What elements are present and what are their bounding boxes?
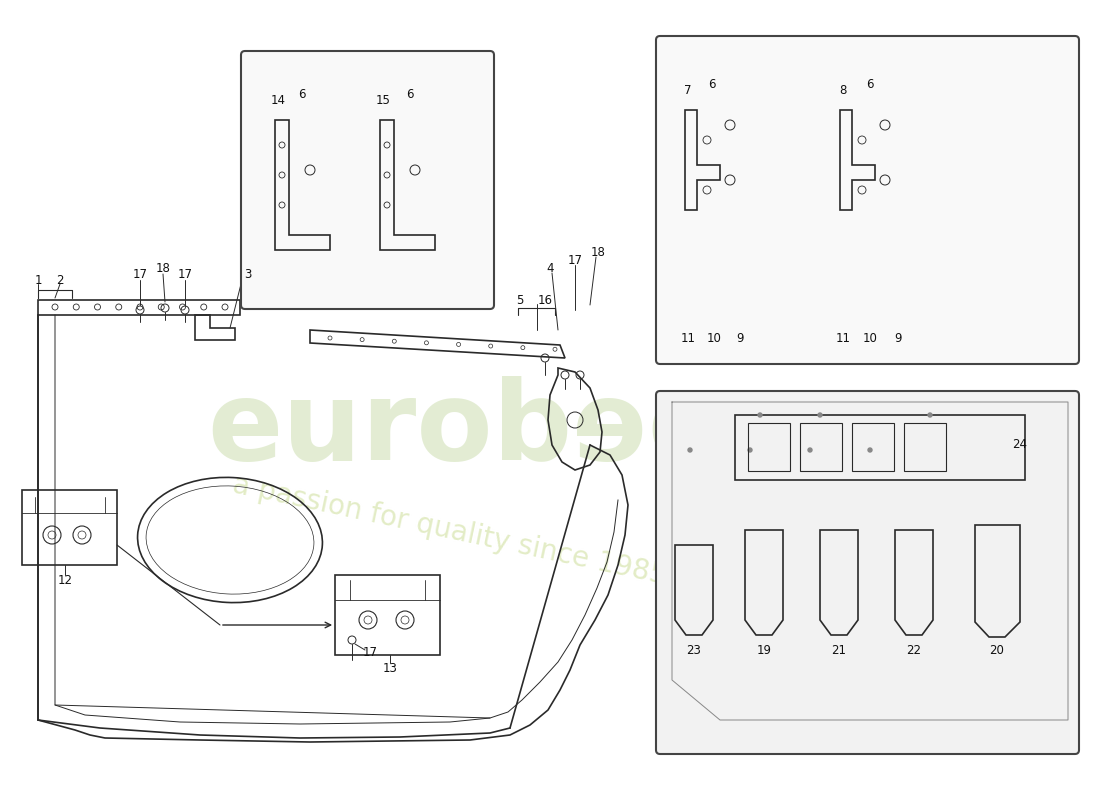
Text: 17: 17 xyxy=(568,254,583,266)
Text: 6: 6 xyxy=(298,89,306,102)
Circle shape xyxy=(688,448,692,452)
Bar xyxy=(852,423,894,471)
Text: 2: 2 xyxy=(56,274,64,286)
Text: 14: 14 xyxy=(271,94,286,106)
Text: a passion for quality since 1985: a passion for quality since 1985 xyxy=(230,470,670,590)
Circle shape xyxy=(928,413,932,417)
Text: 17: 17 xyxy=(363,646,377,659)
Text: 11: 11 xyxy=(836,331,850,345)
Text: 5: 5 xyxy=(516,294,524,306)
Text: 24: 24 xyxy=(1012,438,1027,451)
Text: 9: 9 xyxy=(894,331,902,345)
FancyBboxPatch shape xyxy=(656,391,1079,754)
Text: 1: 1 xyxy=(34,274,42,286)
Circle shape xyxy=(748,448,752,452)
Circle shape xyxy=(818,413,822,417)
FancyBboxPatch shape xyxy=(241,51,494,309)
Text: 8: 8 xyxy=(839,83,847,97)
Text: 22: 22 xyxy=(906,643,922,657)
Text: 10: 10 xyxy=(862,331,878,345)
Text: 23: 23 xyxy=(686,643,702,657)
Bar xyxy=(735,415,1025,480)
Text: 18: 18 xyxy=(591,246,605,258)
Text: 7: 7 xyxy=(684,83,692,97)
FancyBboxPatch shape xyxy=(656,36,1079,364)
Text: 13: 13 xyxy=(383,662,397,674)
Bar xyxy=(904,423,946,471)
Text: 4: 4 xyxy=(547,262,553,274)
Text: 17: 17 xyxy=(132,269,147,282)
Circle shape xyxy=(808,448,812,452)
Text: 16: 16 xyxy=(538,294,552,306)
Bar xyxy=(800,423,842,471)
Bar xyxy=(748,423,790,471)
Text: 9: 9 xyxy=(736,331,744,345)
Circle shape xyxy=(868,448,872,452)
Text: 6: 6 xyxy=(708,78,716,90)
Text: 6: 6 xyxy=(406,89,414,102)
Text: eurobɘgs: eurobɘgs xyxy=(207,376,793,484)
Text: 17: 17 xyxy=(177,269,192,282)
Circle shape xyxy=(758,413,762,417)
Text: 10: 10 xyxy=(706,331,722,345)
Text: 21: 21 xyxy=(832,643,847,657)
Text: 12: 12 xyxy=(57,574,73,586)
Text: 15: 15 xyxy=(375,94,390,106)
Bar xyxy=(22,490,117,565)
Text: 19: 19 xyxy=(757,643,771,657)
Text: 3: 3 xyxy=(244,269,252,282)
Text: 20: 20 xyxy=(990,643,1004,657)
Text: 18: 18 xyxy=(155,262,170,275)
Bar xyxy=(336,575,440,655)
Text: 6: 6 xyxy=(867,78,873,90)
Text: 11: 11 xyxy=(681,331,695,345)
